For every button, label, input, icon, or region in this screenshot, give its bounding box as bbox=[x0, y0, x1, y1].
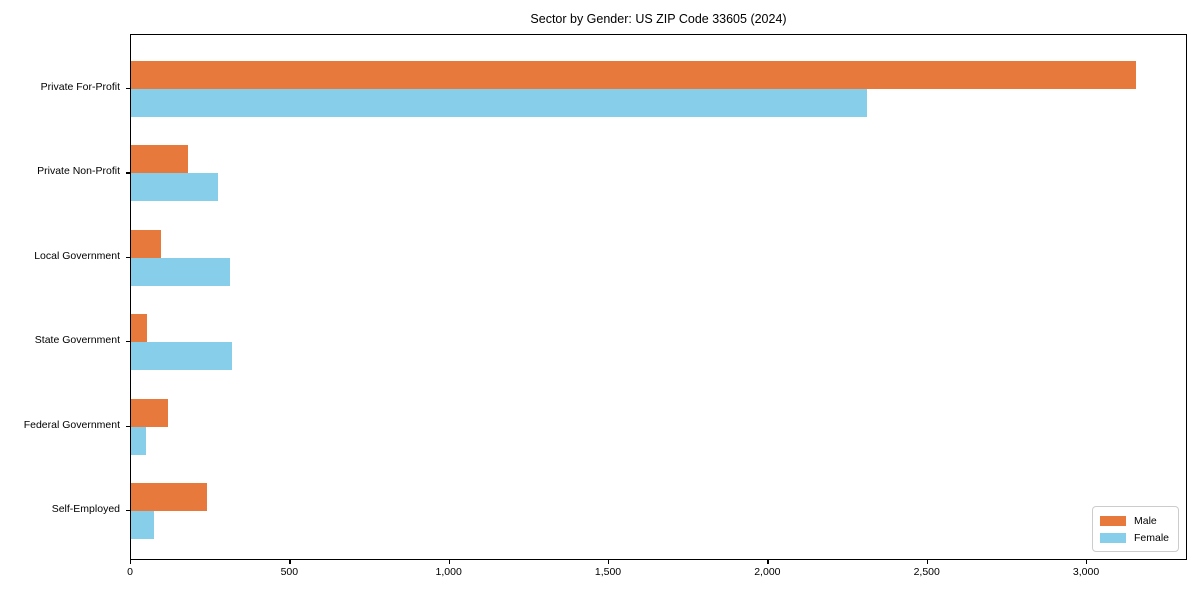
legend-swatch-female bbox=[1099, 532, 1126, 543]
x-tick-label: 0 bbox=[127, 566, 133, 578]
chart-title: Sector by Gender: US ZIP Code 33605 (202… bbox=[530, 12, 787, 26]
legend-label: Female bbox=[1133, 531, 1169, 544]
x-tick-label: 1,000 bbox=[435, 566, 462, 578]
y-tick-label: Private Non-Profit bbox=[37, 165, 120, 178]
bar-female-4 bbox=[131, 342, 232, 371]
plot-area: Male Female bbox=[130, 34, 1187, 560]
bar-female-2 bbox=[131, 173, 218, 202]
bar-female-1 bbox=[131, 89, 868, 117]
x-tick-mark bbox=[289, 560, 291, 564]
y-tick-label: State Government bbox=[34, 334, 120, 347]
bar-female-5 bbox=[131, 426, 146, 455]
x-tick-mark bbox=[448, 560, 450, 564]
bar-male-4 bbox=[131, 314, 147, 343]
bar-male-2 bbox=[131, 145, 189, 174]
y-tick-mark bbox=[126, 425, 130, 427]
x-tick-mark bbox=[608, 560, 610, 564]
legend-item-female: Female bbox=[1099, 529, 1169, 546]
x-tick-mark bbox=[1086, 560, 1088, 564]
y-tick-mark bbox=[126, 172, 130, 174]
bar-female-6 bbox=[131, 511, 155, 539]
y-tick-mark bbox=[126, 510, 130, 512]
y-tick-mark bbox=[126, 88, 130, 90]
y-tick-label: Private For-Profit bbox=[40, 81, 120, 93]
y-tick-label: Federal Government bbox=[23, 418, 120, 431]
x-tick-label: 500 bbox=[280, 566, 299, 578]
y-tick-label: Self-Employed bbox=[51, 503, 120, 515]
y-tick-mark bbox=[126, 341, 130, 343]
y-tick-mark bbox=[126, 256, 130, 258]
x-tick-label: 2,500 bbox=[913, 566, 940, 578]
y-tick-label: Local Government bbox=[34, 249, 120, 262]
x-tick-label: 3,000 bbox=[1072, 566, 1100, 578]
x-tick-label: 2,000 bbox=[754, 566, 781, 578]
bar-female-3 bbox=[131, 257, 230, 286]
bar-male-5 bbox=[131, 398, 169, 427]
bar-male-3 bbox=[131, 229, 162, 258]
x-tick-mark bbox=[926, 560, 928, 564]
x-tick-mark bbox=[130, 560, 132, 564]
x-tick-mark bbox=[767, 560, 769, 564]
bar-male-6 bbox=[131, 483, 208, 511]
legend-label: Male bbox=[1133, 514, 1157, 527]
legend-item-male: Male bbox=[1099, 512, 1169, 529]
x-tick-label: 1,500 bbox=[594, 566, 622, 578]
legend: Male Female bbox=[1091, 506, 1179, 552]
bar-male-1 bbox=[131, 61, 1137, 89]
legend-swatch-male bbox=[1099, 515, 1126, 526]
